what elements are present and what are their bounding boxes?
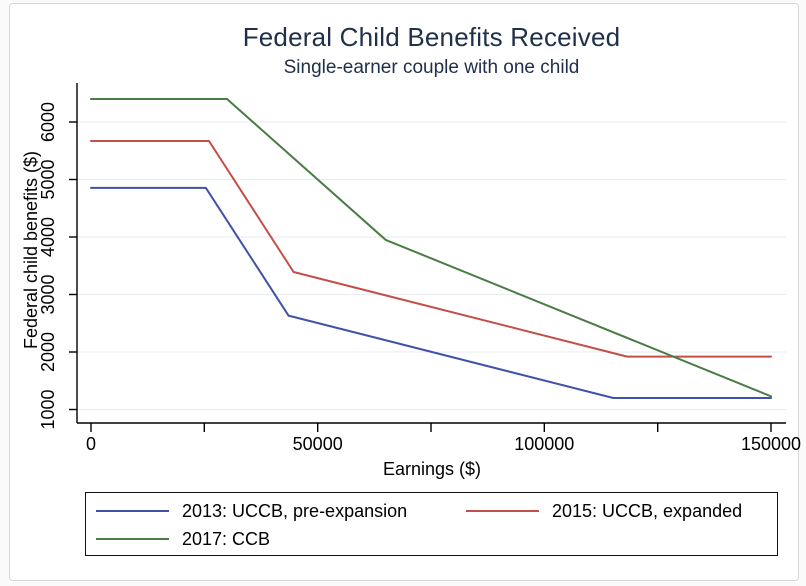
legend-item-2013-uccb-pre-expansion: 2013: UCCB, pre-expansion — [96, 497, 407, 525]
y-tick-label: 6000 — [38, 102, 58, 142]
plot-area: Federal child benefits ($) Earnings ($) … — [21, 83, 801, 479]
legend-line-sample-2017 — [96, 538, 169, 540]
legend-label-2017: 2017: CCB — [182, 528, 271, 549]
series-line-2015-uccb-expanded — [90, 140, 772, 358]
legend-label-2015: 2015: UCCB, expanded — [552, 500, 743, 521]
legend: 2013: UCCB, pre-expansion 2015: UCCB, ex… — [85, 492, 778, 556]
legend-item-2015-uccb-expanded: 2015: UCCB, expanded — [466, 497, 742, 525]
x-axis-label: Earnings ($) — [383, 459, 481, 479]
chart-subtitle: Single-earner couple with one child — [283, 57, 580, 78]
series-line-2017-ccb — [90, 98, 772, 398]
y-tick-label: 1000 — [38, 389, 58, 429]
y-tick-label: 4000 — [38, 217, 58, 257]
series-line-2013-uccb-pre-expansion — [90, 186, 772, 399]
x-tick-label: 100000 — [514, 434, 574, 454]
legend-item-2017-ccb: 2017: CCB — [96, 525, 270, 553]
y-tick-label: 2000 — [38, 332, 58, 372]
y-tick-label: 5000 — [38, 159, 58, 199]
chart-title: Federal Child Benefits Received — [242, 22, 621, 52]
y-axis-label: Federal child benefits ($) — [21, 151, 41, 349]
legend-line-sample-2013 — [96, 510, 169, 512]
legend-line-sample-2015 — [466, 510, 539, 512]
x-tick-label: 150000 — [741, 434, 801, 454]
legend-label-2013: 2013: UCCB, pre-expansion — [182, 500, 408, 521]
y-tick-label: 3000 — [38, 274, 58, 314]
x-tick-label: 50000 — [293, 434, 343, 454]
x-tick-label: 0 — [86, 434, 96, 454]
